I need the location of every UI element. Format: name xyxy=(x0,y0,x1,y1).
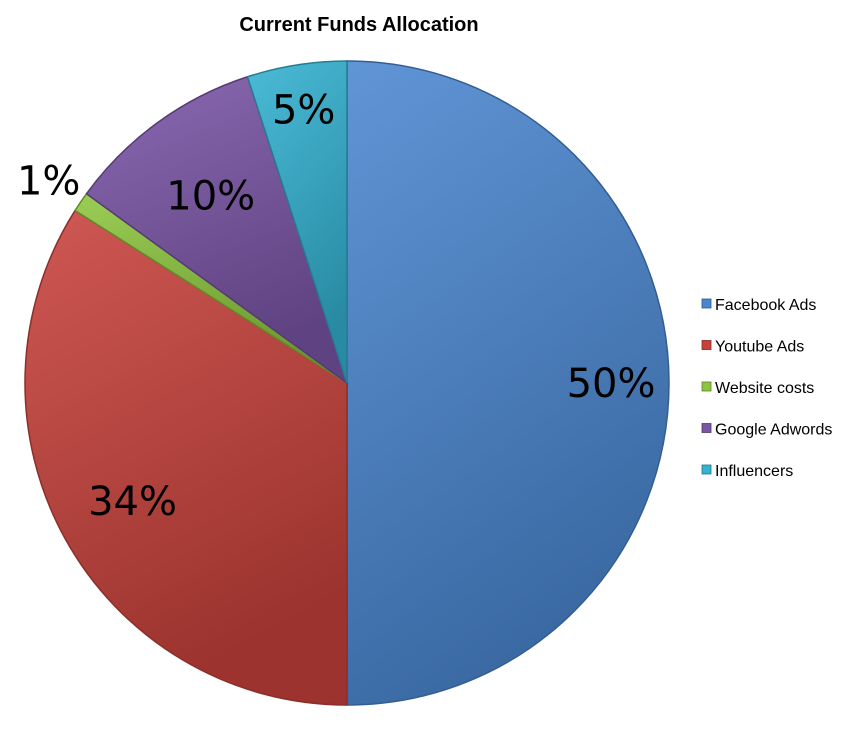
pie-slice-youtube-ads xyxy=(24,209,348,706)
chart-title: Current Funds Allocation xyxy=(239,14,478,36)
legend-label-facebook-ads: Facebook Ads xyxy=(715,297,816,314)
slice-labels: 50% 34% 1% 10% 5% xyxy=(17,87,656,524)
legend: Facebook Ads Youtube Ads Website costs Goog… xyxy=(701,297,832,480)
legend-swatch-website-costs xyxy=(701,381,712,392)
slice-label-youtube-ads: 34% xyxy=(88,479,177,525)
legend-swatch-facebook-ads xyxy=(701,298,712,309)
slice-label-google-adwords: 10% xyxy=(166,173,255,219)
legend-swatch-google-adwords xyxy=(701,423,712,433)
legend-swatch-influencers xyxy=(701,464,712,475)
legend-swatch-youtube-ads xyxy=(701,340,712,350)
legend-label-google-adwords: Google Adwords xyxy=(715,422,832,439)
slice-label-facebook-ads: 50% xyxy=(567,361,656,407)
legend-label-influencers: Influencers xyxy=(715,463,793,480)
legend-label-youtube-ads: Youtube Ads xyxy=(715,339,804,356)
pie-slice-google-adwords xyxy=(85,75,349,385)
pie-slice-facebook-ads xyxy=(346,60,670,706)
pie-slice-influencers xyxy=(246,60,348,384)
pie-slices xyxy=(24,60,670,706)
legend-label-website-costs: Website costs xyxy=(715,380,814,397)
slice-label-website-costs: 1% xyxy=(17,158,80,204)
slice-label-influencers: 5% xyxy=(272,87,335,133)
